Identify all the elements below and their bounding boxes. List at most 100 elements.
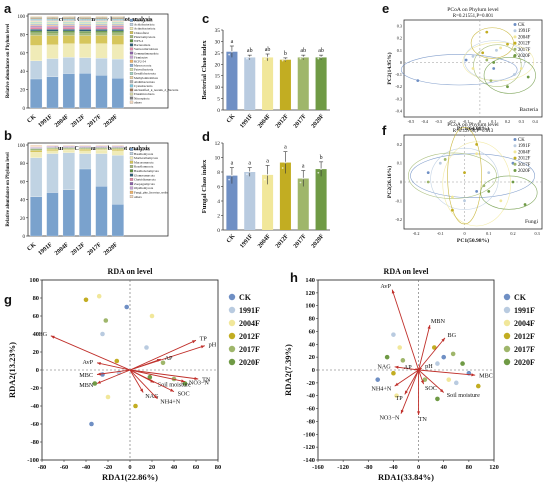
chart-f-title: PCoA on Phylum level — [447, 122, 499, 128]
chart-b-legend-swatch — [129, 178, 134, 181]
chart-d-replicate-point — [251, 168, 254, 171]
chart-b-xtick-label: 2017F — [86, 241, 103, 257]
chart-d-replicate-point — [299, 181, 302, 184]
chart-f-legend-label: 2017F — [518, 163, 531, 168]
panel-label-e: e — [382, 1, 389, 16]
chart-a-bar-segment — [111, 44, 124, 60]
chart-d-xtick-label: 2012F — [274, 233, 290, 250]
chart-a-bar-segment — [30, 35, 43, 46]
chart-b-legend-label: Ascomycota — [134, 148, 151, 152]
chart-c-replicate-point — [302, 56, 305, 59]
chart-a-bar-segment — [111, 27, 124, 30]
chart-g-ylabel: RDA2(13.23%) — [7, 342, 17, 398]
chart-a-ytick-label: 20 — [20, 89, 26, 94]
chart-a-legend-swatch — [129, 96, 134, 100]
chart-d-replicate-point — [248, 171, 251, 173]
chart-e-legend-marker — [513, 47, 517, 51]
chart-e-legend-marker — [513, 23, 517, 26]
chart-b-bar-segment — [30, 157, 43, 197]
panel-label-g: g — [4, 292, 12, 307]
panel-label-f: f — [382, 123, 387, 138]
chart-a-bar-segment — [62, 27, 75, 30]
panel-label-h: h — [290, 270, 298, 285]
chart-e-sample-point — [519, 67, 523, 70]
chart-d-replicate-point — [322, 164, 325, 167]
chart-g-sample-point — [114, 358, 120, 364]
chart-d-significance-label: a — [284, 145, 287, 151]
chart-h-sample-point — [384, 354, 390, 360]
chart-b-bar-segment — [30, 149, 43, 151]
chart-e-sample-point — [471, 67, 475, 70]
chart-f-sample-point — [443, 158, 447, 161]
chart-a-bar-segment — [95, 30, 108, 33]
chart-a-bar-segment — [46, 22, 59, 24]
chart-d-xtick-label: 2017F — [292, 233, 308, 250]
chart-a-bar-segment — [79, 23, 92, 25]
chart-b-bar-segment — [95, 148, 108, 151]
chart-d-replicate-point — [233, 170, 236, 173]
chart-b-legend-label: Mortierellomycota — [134, 156, 158, 160]
chart-h-xtick-label: -80 — [364, 464, 373, 471]
chart-a-legend-swatch — [129, 84, 134, 88]
chart-f-sample-point — [487, 171, 491, 175]
chart-f-xlabel: PC1(50.98%) — [457, 237, 489, 244]
chart-e-annotation: Bacteria — [519, 107, 538, 113]
chart-g-env-label: TP — [200, 336, 208, 343]
chart-g-env-arrowhead — [156, 358, 161, 362]
chart-a-bar-segment — [111, 26, 124, 28]
chart-e-xtick-label: -0.3 — [435, 119, 442, 124]
chart-h-ytick-label: -140 — [303, 457, 315, 464]
chart-c-xtick-label: 2017F — [292, 113, 308, 130]
chart-a-bar-segment — [30, 19, 43, 22]
chart-g-env-arrow — [96, 369, 131, 384]
chart-b-bar-segment — [46, 150, 59, 154]
chart-g-xtick-label: -60 — [60, 464, 69, 471]
chart-a-legend-label: Elusimicrobiota — [134, 92, 155, 96]
chart-h-env-arrowhead — [417, 411, 421, 415]
chart-c-replicate-point — [317, 57, 320, 60]
chart-b-legend-label: Glomeromycota — [134, 173, 155, 177]
chart-b-legend-label: Mucoromycota — [134, 160, 154, 164]
chart-g-env-arrowhead — [97, 380, 101, 384]
chart-g-sample-point — [100, 331, 105, 337]
chart-h-ytick-label: 40 — [309, 341, 315, 348]
chart-g-legend-label: 2012F — [239, 332, 260, 341]
chart-d-bar — [226, 175, 238, 230]
chart-f-group-ellipse — [480, 175, 538, 210]
chart-b-ylabel: Relative abundance on Phylum level — [6, 152, 11, 227]
chart-a-bar-segment — [111, 20, 124, 22]
chart-h-xtick-label: 40 — [441, 464, 447, 471]
chart-f-legend-marker — [513, 162, 517, 166]
chart-a-bar-segment — [79, 20, 92, 23]
chart-g-env-label: MBC — [79, 372, 93, 379]
chart-e-sample-point — [416, 79, 420, 83]
chart-c-xtick-label: 2004F — [256, 113, 272, 130]
chart-g-env-arrow — [129, 369, 144, 393]
chart-a-legend-swatch — [129, 88, 134, 92]
chart-a-ytick-label: 0 — [23, 107, 26, 112]
panel-label-d: d — [202, 129, 210, 144]
chart-e-sample-point — [485, 58, 489, 62]
chart-h-env-label: AvP — [380, 283, 391, 290]
chart-b-legend-label: Zoopagomycota — [134, 182, 155, 186]
chart-e-sample-point — [492, 67, 496, 70]
chart-d-replicate-point — [305, 173, 307, 176]
chart-h-sample-point — [475, 383, 481, 389]
chart-h-sample-point — [450, 351, 456, 357]
chart-a-xtick-label: 2004F — [53, 113, 70, 129]
chart-d-ytick-label: 12 — [215, 141, 221, 147]
chart-h-legend-label: 2017F — [514, 345, 535, 354]
chart-g-legend-marker — [228, 319, 236, 327]
chart-a-legend-swatch — [129, 27, 134, 30]
chart-h-legend-marker — [503, 293, 511, 301]
chart-h-xtick-label: -40 — [389, 464, 398, 471]
chart-g-legend-label: 2020F — [239, 358, 260, 367]
chart-a-bar-segment — [111, 21, 124, 23]
chart-d-replicate-point — [246, 173, 248, 176]
chart-f-sample-point — [463, 199, 466, 203]
chart-g-xtick-label: 40 — [171, 464, 177, 471]
chart-c-ytick-label: 0 — [217, 108, 220, 114]
chart-h-sample-point — [453, 380, 459, 386]
chart-d-ytick-label: 0 — [217, 228, 220, 234]
chart-b-ytick-label: 0 — [23, 235, 26, 240]
